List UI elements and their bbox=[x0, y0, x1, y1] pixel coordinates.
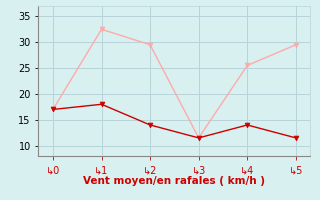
X-axis label: Vent moyen/en rafales ( km/h ): Vent moyen/en rafales ( km/h ) bbox=[84, 176, 265, 186]
